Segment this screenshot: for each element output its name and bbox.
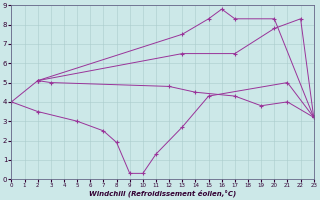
X-axis label: Windchill (Refroidissement éolien,°C): Windchill (Refroidissement éolien,°C) [89,190,236,197]
